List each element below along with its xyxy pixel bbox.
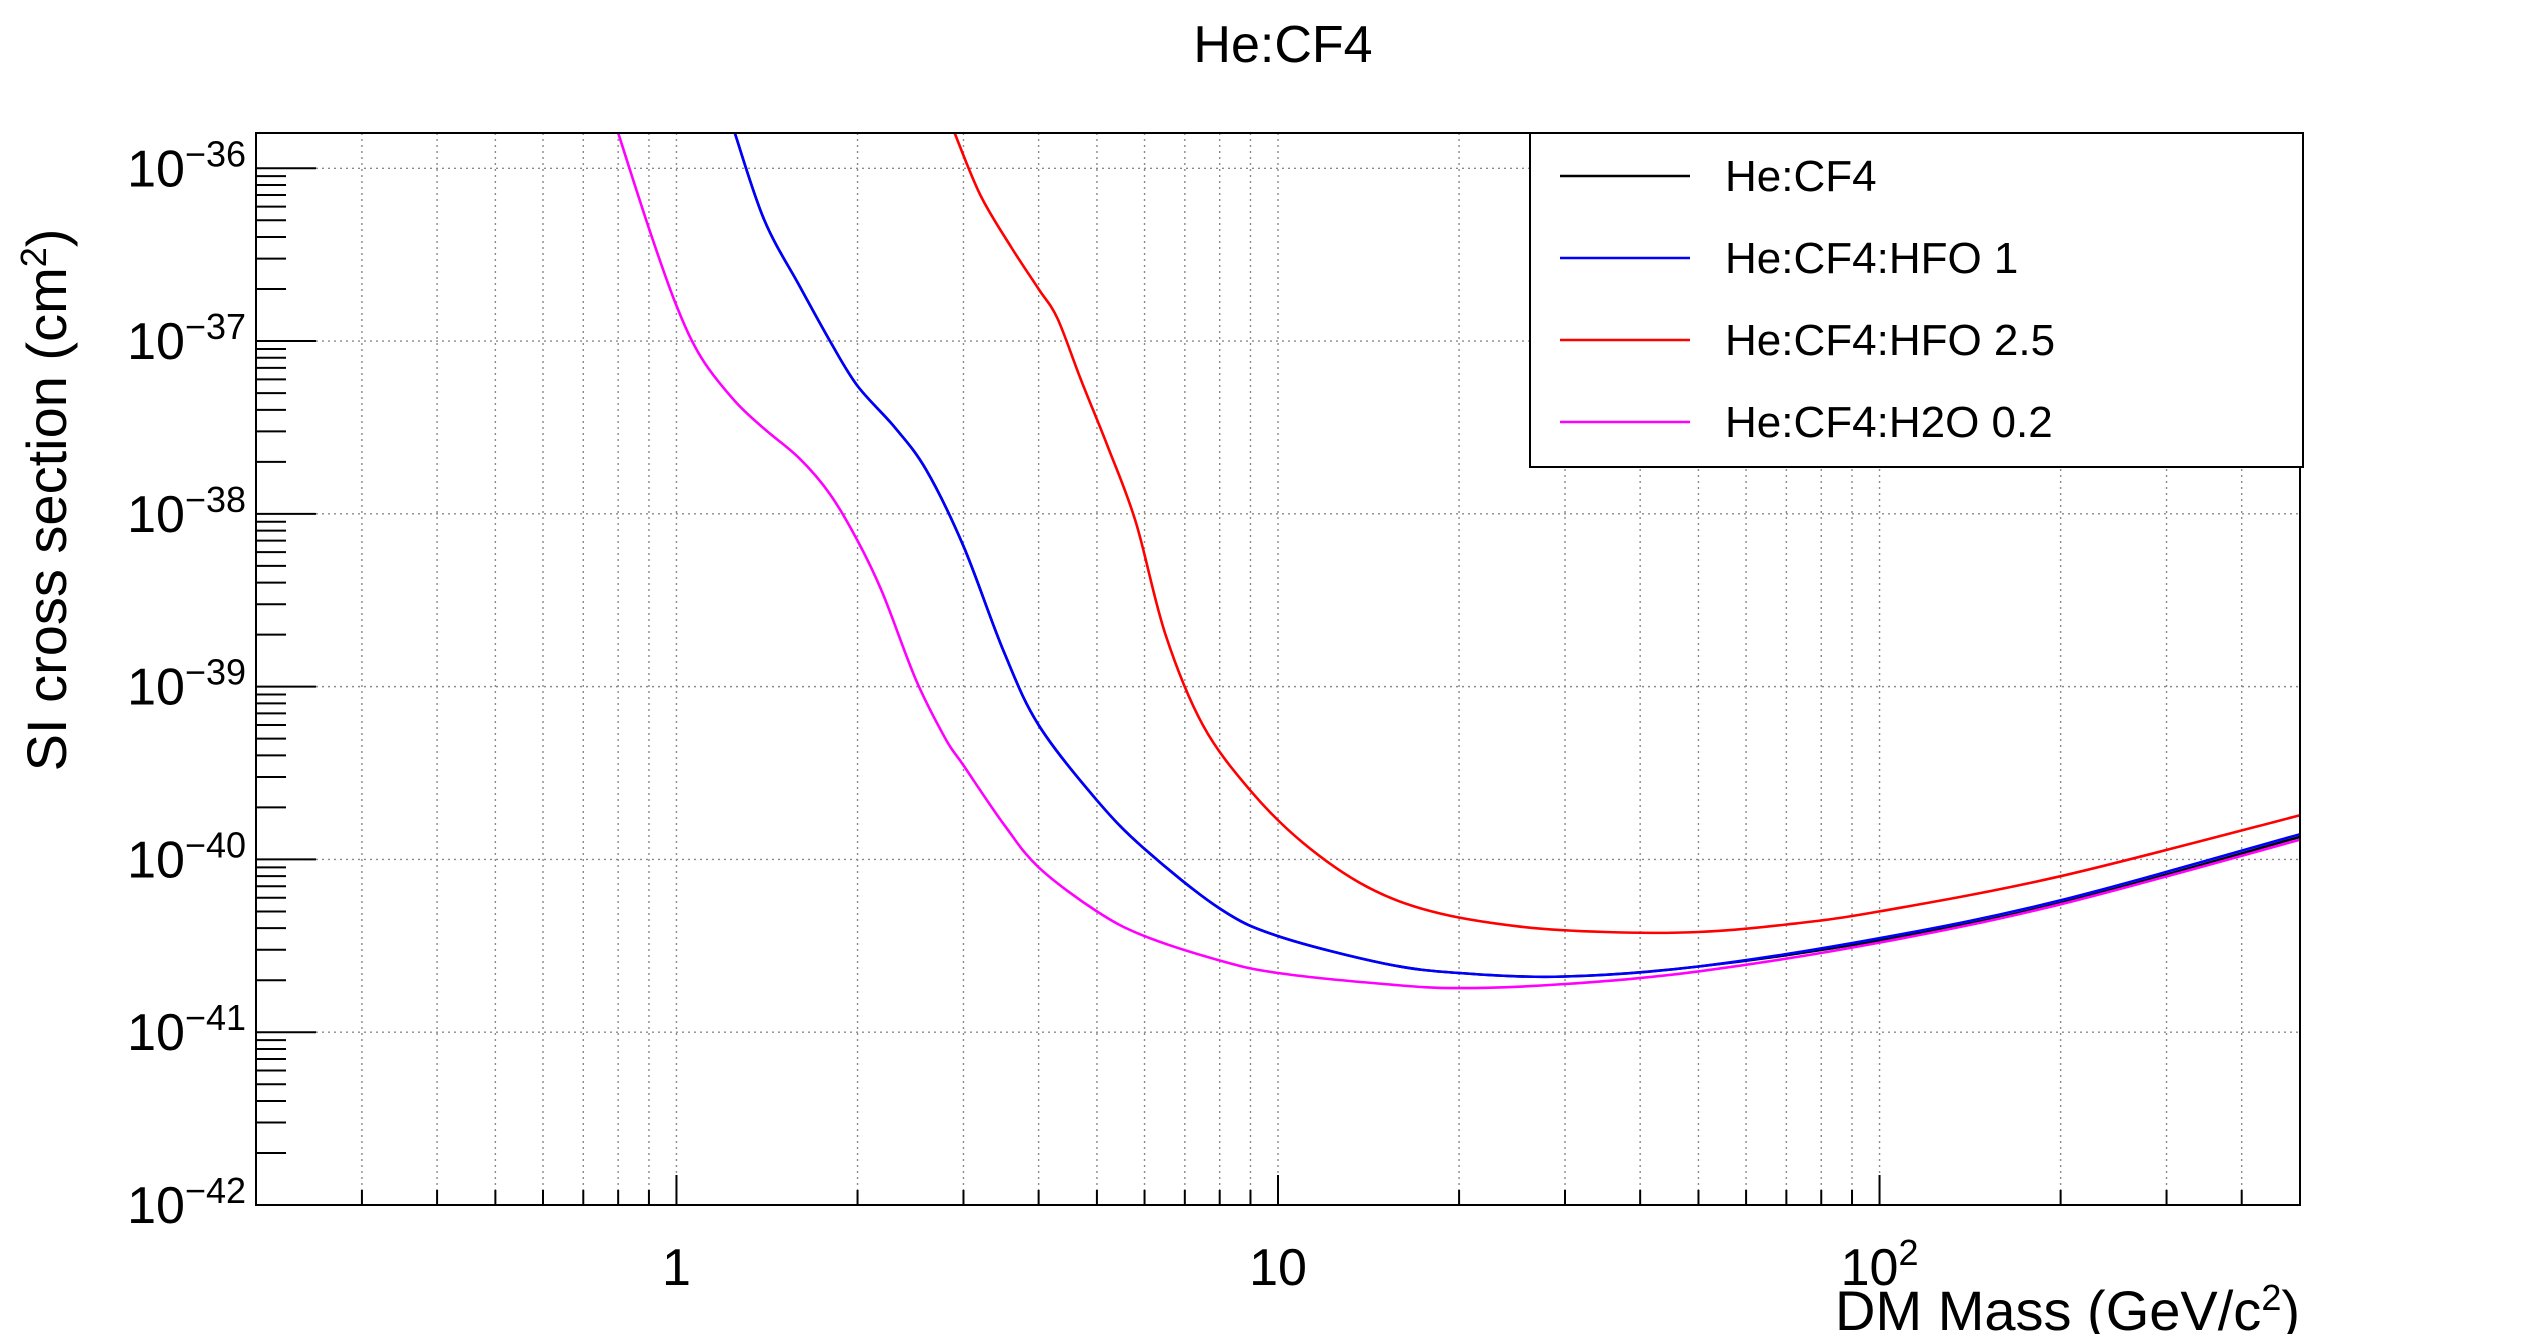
series-layer [616,133,2300,990]
legend-items: He:CF4 He:CF4:HFO 1 He:CF4:HFO 2.5 He:CF4:H… [1560,152,2055,447]
y-tick-label: 10−38 [127,478,246,544]
y-axis-label-close: ) [15,229,78,248]
y-axis-label-text: SI cross section (cm [15,267,78,771]
y-tick-label: 10−36 [127,133,246,199]
x-axis-label-exponent: 2 [2261,1277,2281,1318]
x-tick-label: 102 [1841,1232,1919,1298]
x-axis-label-text: DM Mass (GeV/c [1835,1279,2261,1334]
x-tick-label: 1 [662,1239,691,1297]
y-tick-label: 10−40 [127,824,246,890]
y-axis-label: SI cross section (cm2) [13,229,79,772]
x-axis-label-close: ) [2281,1279,2300,1334]
y-axis-label-exponent: 2 [13,247,54,267]
axes-layer: 1 10 102 10−42 10−41 10−40 10−39 10−38 10−37 10−3… [127,132,2301,1298]
legend-label-he-cf4: He:CF4 [1725,152,1877,201]
x-axis-label: DM Mass (GeV/c2) [1835,1277,2300,1334]
legend-label-he-cf4-hfo-2-5: He:CF4:HFO 2.5 [1725,316,2055,365]
legend: He:CF4 He:CF4:HFO 1 He:CF4:HFO 2.5 He:CF4:H… [1529,132,2304,468]
series-line-he-cf4-h2o-0-2 [616,133,2300,990]
x-tick-label: 10 [1249,1239,1307,1297]
series-line-he-cf4-hfo-1 [733,133,2300,979]
legend-label-he-cf4-hfo-1: He:CF4:HFO 1 [1725,234,2018,283]
series-line-he-cf4-hfo-2-5 [953,133,2300,935]
y-tick-label: 10−42 [127,1170,246,1236]
plot-frame [255,132,2301,1206]
legend-label-he-cf4-h2o-0-2: He:CF4:H2O 0.2 [1725,398,2053,447]
legend-box [1529,132,2304,468]
y-tick-label: 10−41 [127,997,246,1063]
y-tick-label: 10−39 [127,651,246,717]
chart-title: He:CF4 [1193,16,1372,74]
y-tick-label: 10−37 [127,306,246,372]
